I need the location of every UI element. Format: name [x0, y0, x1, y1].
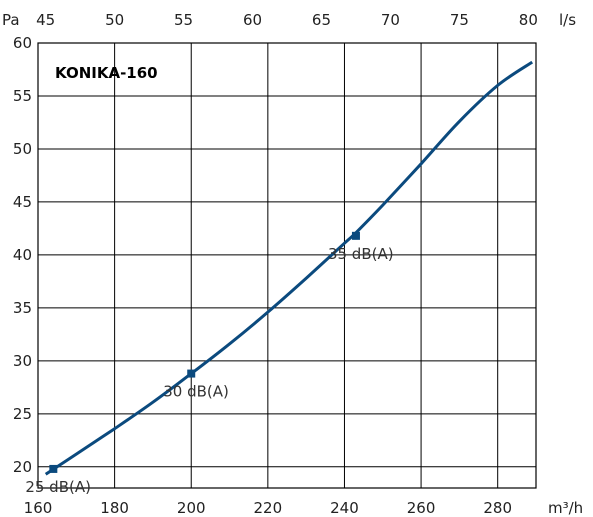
y-tick-label: 45 [13, 193, 32, 211]
y-tick-label: 35 [13, 299, 32, 317]
y-tick-label: 25 [13, 405, 32, 423]
y-axis-unit: Pa [2, 11, 20, 29]
data-point-label: 25 dB(A) [25, 478, 91, 496]
data-point-marker [49, 464, 58, 473]
x-tick-label: 280 [483, 499, 512, 517]
top-axis-tick-label: 45 [36, 11, 55, 29]
data-point-marker [351, 231, 360, 240]
series-line [44, 60, 534, 476]
x-tick-label: 240 [330, 499, 359, 517]
y-tick-label: 60 [13, 34, 32, 52]
x-tick-label: 260 [407, 499, 436, 517]
data-point-label: 30 dB(A) [163, 383, 229, 401]
top-axis-tick-label: 70 [381, 11, 400, 29]
y-tick-label: 20 [13, 458, 32, 476]
x-tick-label: 160 [24, 499, 53, 517]
y-tick-label: 40 [13, 246, 32, 264]
top-axis-unit: l/s [559, 11, 576, 29]
data-point-marker [187, 369, 196, 378]
top-axis-tick-label: 50 [105, 11, 124, 29]
y-tick-label: 30 [13, 352, 32, 370]
y-tick-label: 55 [13, 87, 32, 105]
grid [38, 43, 536, 488]
chart-title: KONIKA-160 [55, 64, 158, 82]
y-tick-label: 50 [13, 140, 32, 158]
top-axis-tick-label: 75 [450, 11, 469, 29]
plot-frame [37, 42, 537, 489]
markers: 25 dB(A) 30 dB(A) 35 dB(A) [25, 231, 394, 496]
top-axis-tick-label: 80 [519, 11, 538, 29]
x-tick-label: 180 [100, 499, 129, 517]
x-axis-unit: m³/h [548, 499, 583, 517]
x-tick-label: 220 [254, 499, 283, 517]
data-point-label: 35 dB(A) [328, 245, 394, 263]
x-tick-label: 200 [177, 499, 206, 517]
top-axis-tick-label: 60 [243, 11, 262, 29]
top-axis-tick-label: 55 [174, 11, 193, 29]
top-axis-tick-label: 65 [312, 11, 331, 29]
